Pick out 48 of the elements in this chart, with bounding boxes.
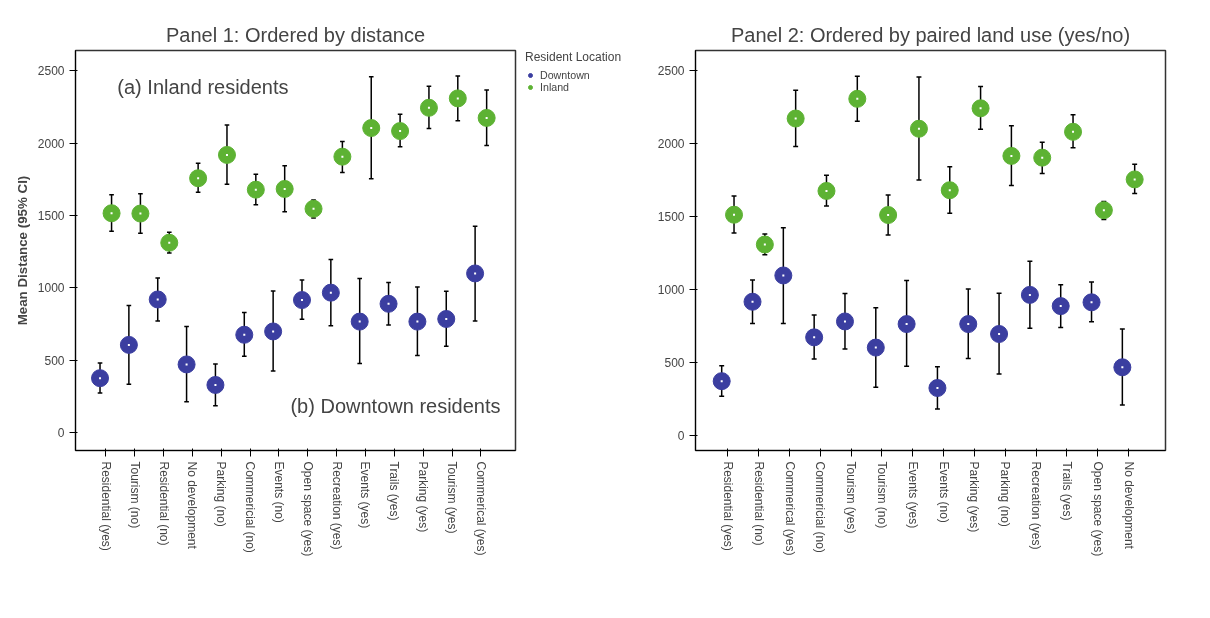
y-tick-label: 0	[677, 429, 685, 444]
y-tick-label: 2000	[657, 137, 685, 152]
x-tick-label: Residential (yes)	[720, 461, 735, 551]
legend-label: Downtown	[540, 69, 590, 81]
x-tick-label: Recreation (yes)	[1029, 461, 1044, 550]
x-tick-label: Events (no)	[271, 461, 286, 523]
y-tick-label: 500	[44, 353, 65, 368]
legend-label: Inland	[540, 81, 570, 93]
annotation: (a) Inland residents	[117, 75, 289, 98]
y-tick-label: 1000	[657, 283, 685, 298]
x-tick-label: Open space (yes)	[300, 461, 315, 557]
y-tick-label: 2500	[657, 64, 685, 79]
x-tick-label: Events (yes)	[905, 461, 920, 529]
x-tick-label: Tourism (yes)	[844, 461, 859, 534]
y-tick-label: 1500	[37, 208, 65, 223]
legend-title: Resident Location	[525, 50, 622, 64]
x-tick-label: Parking (yes)	[416, 461, 431, 533]
x-tick-label: Commerical (yes)	[782, 461, 797, 556]
x-tick-label: Commerical (yes)	[473, 461, 488, 556]
x-tick-label: Commericial (no)	[813, 461, 828, 553]
x-tick-label: Tourism (yes)	[445, 461, 460, 534]
x-tick-label: No development	[185, 461, 200, 550]
x-tick-label: Recreation (yes)	[329, 461, 344, 550]
x-tick-label: Residential (yes)	[98, 461, 113, 551]
x-tick-label: No development	[1121, 461, 1136, 550]
annotation: (b) Downtown residents	[290, 394, 501, 417]
x-tick-label: Tourism (no)	[127, 461, 142, 529]
x-tick-label: Open space (yes)	[1090, 461, 1105, 557]
x-tick-label: Trails (yes)	[387, 461, 402, 521]
y-tick-label: 0	[57, 425, 65, 440]
x-tick-label: Events (no)	[936, 461, 951, 523]
y-tick-label: 2000	[37, 136, 65, 151]
chart-title: Panel 2: Ordered by paired land use (yes/no)	[730, 23, 1131, 46]
x-tick-label: Parking (no)	[998, 461, 1013, 527]
y-axis-title: Mean Distance (95% CI)	[14, 175, 30, 326]
x-tick-label: Events (yes)	[358, 461, 373, 529]
x-tick-label: Commericial (no)	[243, 461, 258, 553]
chart-title: Panel 1: Ordered by distance	[165, 23, 426, 46]
y-tick-label: 1000	[37, 281, 65, 296]
y-tick-label: 1500	[657, 210, 685, 225]
y-tick-label: 500	[664, 356, 685, 371]
x-tick-label: Parking (yes)	[967, 461, 982, 533]
x-tick-label: Residential (no)	[751, 461, 766, 546]
x-tick-label: Parking (no)	[214, 461, 229, 527]
x-tick-label: Residential (no)	[156, 461, 171, 546]
y-tick-label: 2500	[37, 64, 65, 79]
x-tick-label: Trails (yes)	[1059, 461, 1074, 521]
x-tick-label: Tourism (no)	[874, 461, 889, 529]
